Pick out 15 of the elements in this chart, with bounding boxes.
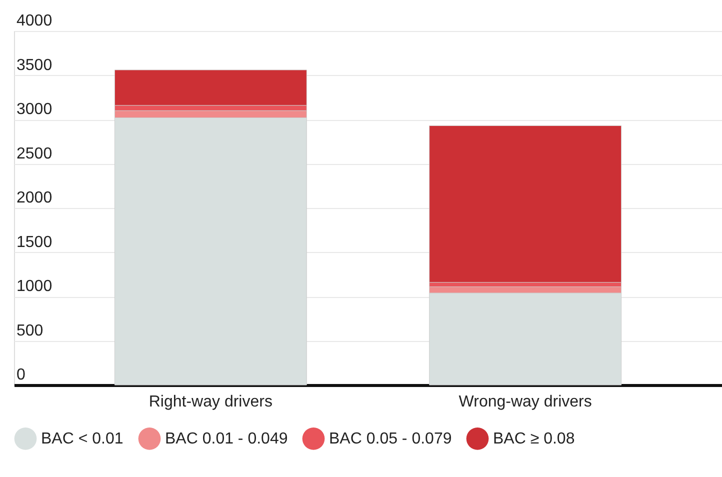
x-tick-label: Wrong-way drivers — [458, 394, 592, 410]
y-tick-label: 2000 — [16, 190, 52, 206]
y-tick-label: 0 — [16, 366, 26, 384]
x-tick-label: Right-way drivers — [148, 394, 272, 410]
legend-label: BAC 0.05 - 0.079 — [329, 430, 452, 448]
legend-label: BAC 0.01 - 0.049 — [165, 430, 288, 448]
y-tick-label: 4000 — [16, 12, 52, 30]
y-tick-label: 500 — [16, 322, 44, 340]
y-tick-label: 3500 — [16, 56, 52, 74]
y-tick-label: 1500 — [16, 234, 52, 251]
y-tick-label: 2500 — [16, 145, 52, 162]
legend-label: BAC < 0.01 — [41, 430, 124, 448]
y-tick-label: 3000 — [16, 101, 52, 118]
legend-label: BAC ≥ 0.08 — [493, 430, 575, 448]
y-tick-label: 1000 — [16, 278, 52, 295]
